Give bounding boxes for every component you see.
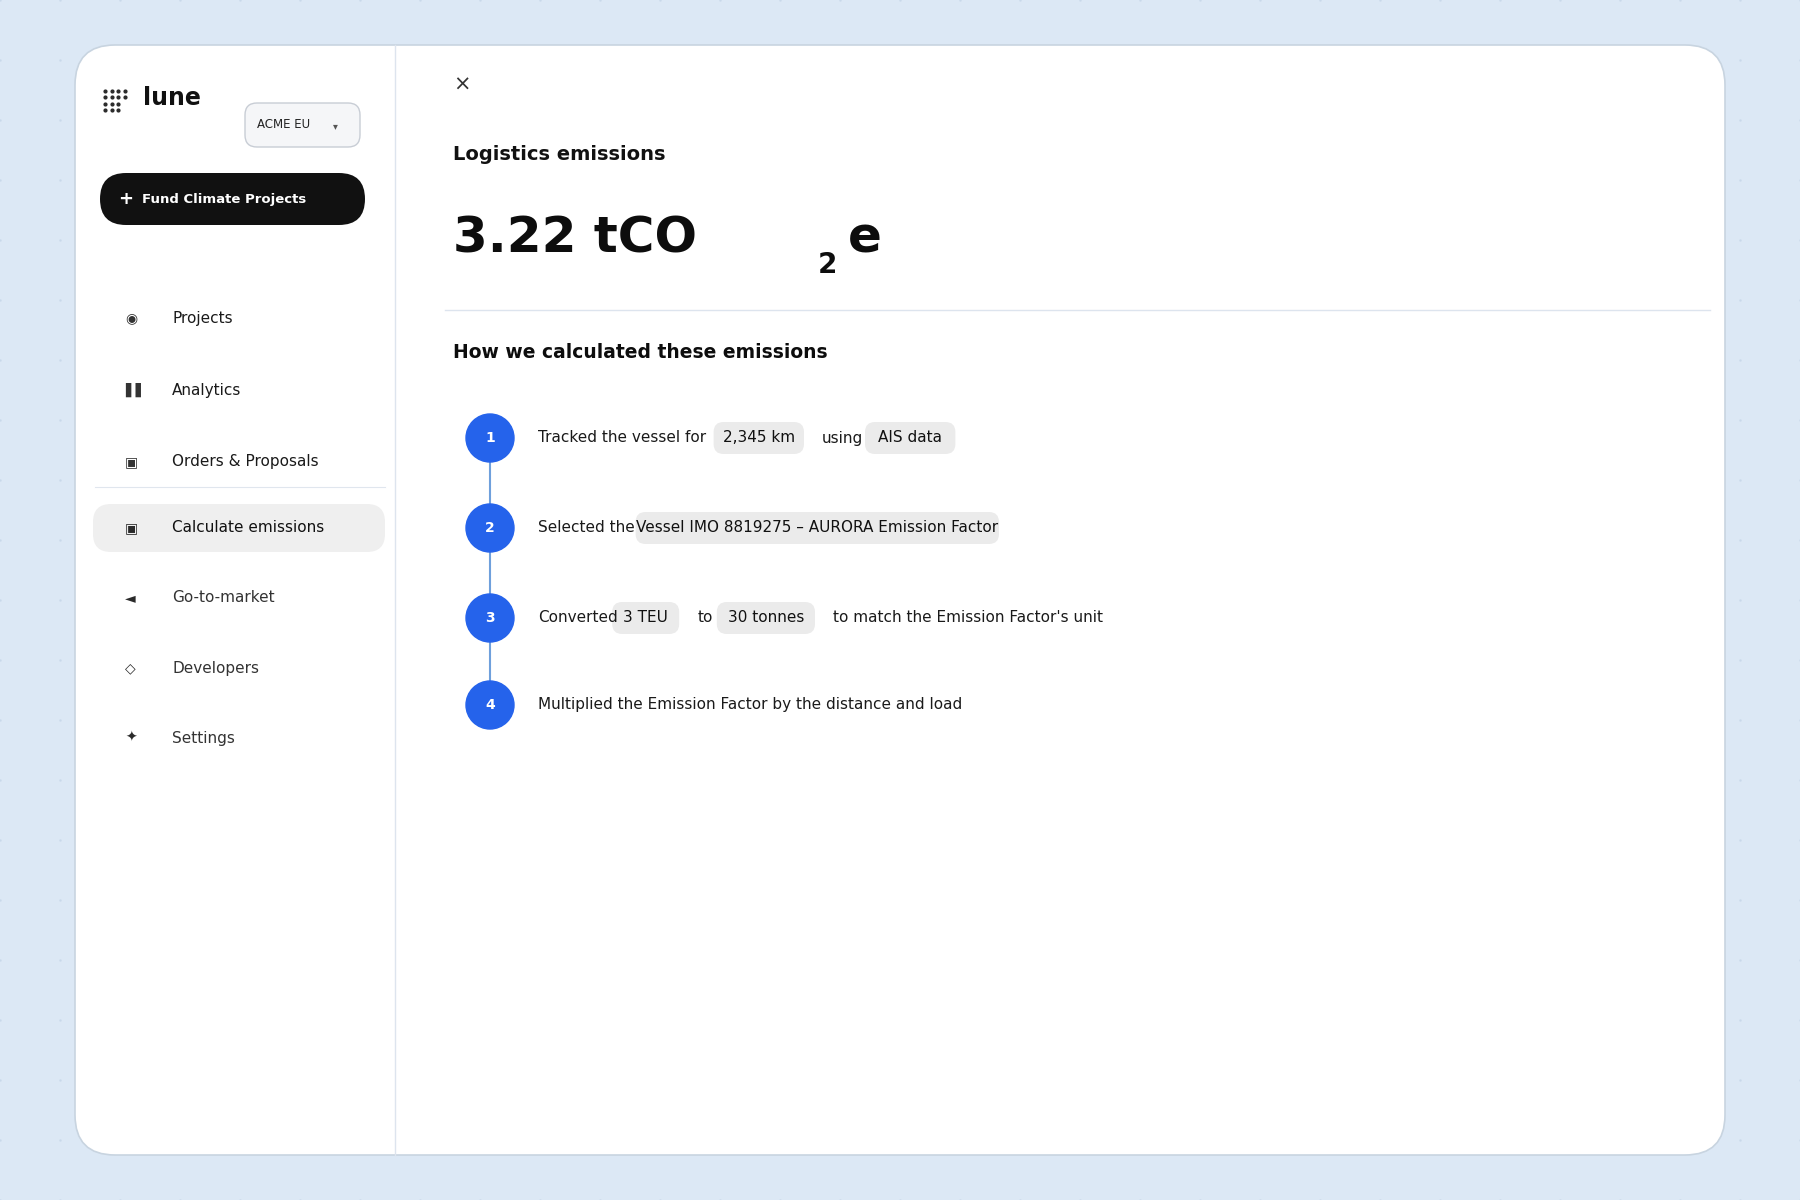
Text: ×: × (454, 74, 470, 95)
Text: 2,345 km: 2,345 km (724, 431, 796, 445)
FancyBboxPatch shape (612, 602, 679, 634)
Text: 2: 2 (486, 521, 495, 535)
Text: ◄: ◄ (124, 590, 135, 605)
Text: Developers: Developers (173, 660, 259, 676)
Text: 4: 4 (486, 698, 495, 712)
FancyBboxPatch shape (713, 422, 805, 454)
FancyBboxPatch shape (101, 173, 365, 226)
FancyBboxPatch shape (716, 602, 815, 634)
Text: Fund Climate Projects: Fund Climate Projects (142, 192, 306, 205)
Text: Analytics: Analytics (173, 383, 241, 397)
Circle shape (466, 594, 515, 642)
Text: ◉: ◉ (124, 311, 137, 325)
Text: Logistics emissions: Logistics emissions (454, 145, 666, 164)
Text: to match the Emission Factor's unit: to match the Emission Factor's unit (833, 611, 1103, 625)
FancyBboxPatch shape (245, 103, 360, 146)
FancyBboxPatch shape (866, 422, 956, 454)
FancyBboxPatch shape (94, 504, 385, 552)
Text: Multiplied the Emission Factor by the distance and load: Multiplied the Emission Factor by the di… (538, 697, 963, 713)
Text: using: using (823, 431, 864, 445)
Text: to: to (697, 611, 713, 625)
Text: Calculate emissions: Calculate emissions (173, 521, 324, 535)
Text: AIS data: AIS data (878, 431, 941, 445)
Text: ▌▌: ▌▌ (124, 383, 146, 397)
Text: Selected the: Selected the (538, 521, 635, 535)
Text: Vessel IMO 8819275 – AURORA Emission Factor: Vessel IMO 8819275 – AURORA Emission Fac… (635, 521, 999, 535)
Text: ▾: ▾ (333, 121, 338, 131)
Circle shape (466, 680, 515, 728)
Circle shape (466, 504, 515, 552)
FancyBboxPatch shape (635, 512, 999, 544)
Circle shape (466, 414, 515, 462)
Text: Tracked the vessel for: Tracked the vessel for (538, 431, 706, 445)
Text: 3.22 tCO: 3.22 tCO (454, 214, 697, 262)
FancyBboxPatch shape (76, 44, 1724, 1154)
Text: e: e (848, 214, 882, 262)
Text: +: + (119, 190, 133, 208)
Text: 2: 2 (817, 251, 837, 278)
Text: 1: 1 (486, 431, 495, 445)
Text: ✦: ✦ (124, 731, 137, 745)
Text: 3: 3 (486, 611, 495, 625)
Text: 30 tonnes: 30 tonnes (727, 611, 805, 625)
Text: 3 TEU: 3 TEU (623, 611, 668, 625)
Text: Orders & Proposals: Orders & Proposals (173, 455, 319, 469)
Text: ▣: ▣ (124, 521, 139, 535)
Text: Settings: Settings (173, 731, 234, 745)
Text: ◇: ◇ (124, 661, 135, 674)
Text: Converted: Converted (538, 611, 617, 625)
Text: ACME EU: ACME EU (257, 119, 310, 132)
Text: lune: lune (142, 86, 202, 110)
Text: How we calculated these emissions: How we calculated these emissions (454, 342, 828, 361)
Text: ▣: ▣ (124, 455, 139, 469)
Text: Go-to-market: Go-to-market (173, 590, 275, 606)
Text: Projects: Projects (173, 311, 232, 325)
